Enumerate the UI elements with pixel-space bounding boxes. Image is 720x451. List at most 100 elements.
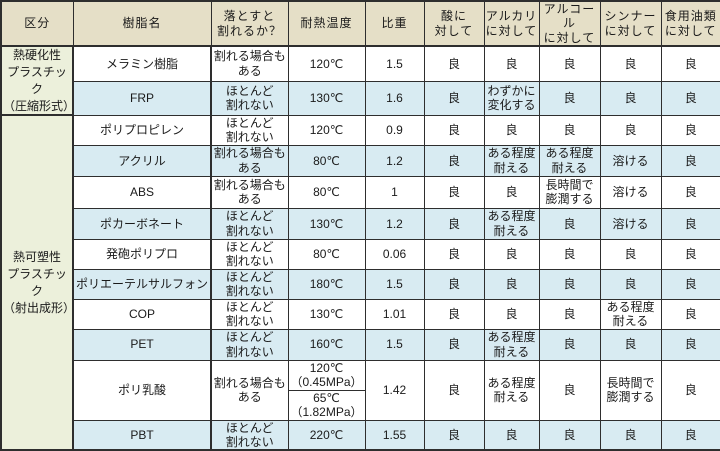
header-alkali: アルカリ に対して — [483, 0, 540, 48]
gravity-cell: 1.2 — [364, 144, 425, 177]
heat-cell: 130℃ — [287, 207, 366, 240]
gravity-cell: 1.2 — [364, 207, 425, 240]
alcohol-cell: 良 — [538, 207, 601, 240]
alcohol-cell: 良 — [538, 268, 601, 300]
heat-cell-high-load: 120℃ （0.45MPa） — [287, 359, 366, 391]
resin-name-cell: ポカーボネート — [72, 207, 212, 240]
gravity-cell: 1.5 — [364, 328, 425, 361]
resin-name-cell: アクリル — [72, 144, 212, 177]
header-category: 区分 — [0, 0, 74, 48]
acid-cell: 良 — [423, 144, 485, 177]
table-row: 65℃ （1.82MPa） — [1, 389, 720, 421]
gravity-cell: 1.6 — [364, 80, 425, 116]
resin-name-cell: PBT — [72, 419, 212, 451]
alkali-cell: 良 — [483, 238, 540, 270]
crack-cell: ほとんど 割れない — [210, 268, 289, 300]
gravity-cell: 1.5 — [364, 268, 425, 300]
oil-cell: 良 — [660, 144, 720, 177]
heat-cell: 80℃ — [287, 175, 366, 209]
acid-cell: 良 — [423, 238, 485, 270]
alkali-cell: ある程度 耐える — [483, 144, 540, 177]
alkali-cell: 良 — [483, 298, 540, 330]
alkali-cell: 良 — [483, 419, 540, 451]
thinner-cell: 良 — [599, 419, 662, 451]
gravity-cell: 1.5 — [364, 45, 425, 82]
acid-cell: 良 — [423, 80, 485, 116]
heat-cell: 80℃ — [287, 144, 366, 177]
alcohol-cell: ある程度 耐える — [538, 144, 601, 177]
oil-cell: 良 — [660, 207, 720, 240]
oil-cell: 良 — [660, 45, 720, 82]
table-row: ポリ乳酸 割れる場合も ある 120℃ （0.45MPa） 1.42 良 ある程… — [1, 359, 720, 421]
crack-cell: 割れる場合も ある — [210, 45, 289, 82]
alkali-cell: 良 — [483, 268, 540, 300]
crack-cell: 割れる場合も ある — [210, 144, 289, 177]
oil-cell: 良 — [660, 359, 720, 421]
thinner-cell: 良 — [599, 268, 662, 300]
oil-cell: 良 — [660, 114, 720, 146]
header-crack: 落とすと 割れるか？ — [210, 0, 289, 48]
acid-cell: 良 — [423, 328, 485, 361]
table-row: 発砲ポリプロ ほとんど 割れない 80℃ 0.06 良 良 良 良 良 — [1, 238, 720, 270]
table-row: FRP ほとんど 割れない 130℃ 1.6 良 わずかに 変化する 良 良 良 — [1, 80, 720, 116]
thinner-cell: 溶ける — [599, 207, 662, 240]
alkali-cell: 良 — [483, 45, 540, 82]
heat-cell: 160℃ — [287, 328, 366, 361]
thinner-cell: 溶ける — [599, 175, 662, 209]
table-row: 熱硬化性 プラスチック （圧縮形式） メラミン樹脂 割れる場合も ある 120℃… — [0, 45, 720, 117]
heat-cell: 130℃ — [287, 80, 366, 116]
resin-name-cell: 発砲ポリプロ — [72, 238, 212, 270]
heat-cell: 80℃ — [287, 238, 366, 270]
resin-name-cell: ポリプロピレン — [72, 114, 212, 146]
alcohol-cell: 良 — [538, 328, 601, 361]
heat-cell: 180℃ — [287, 268, 366, 300]
alcohol-cell: 良 — [538, 45, 601, 82]
heat-cell-low-load: 65℃ （1.82MPa） — [287, 389, 366, 421]
resin-name-cell: メラミン樹脂 — [72, 45, 212, 82]
gravity-cell: 0.06 — [364, 238, 425, 270]
table-row: アクリル 割れる場合も ある 80℃ 1.2 良 ある程度 耐える ある程度 耐… — [1, 144, 720, 177]
resin-name-cell: ポリエーテルサルフォン — [72, 268, 212, 300]
table-row: COP ほとんど 割れない 130℃ 1.01 良 良 良 ある程度 耐える 良 — [1, 298, 720, 330]
alcohol-cell: 良 — [538, 359, 601, 421]
alcohol-cell: 良 — [538, 238, 601, 270]
acid-cell: 良 — [423, 359, 485, 421]
oil-cell: 良 — [660, 298, 720, 330]
header-oil: 食用油類 に対して — [660, 0, 720, 48]
alcohol-cell: 良 — [538, 114, 601, 146]
oil-cell: 良 — [660, 238, 720, 270]
crack-cell: ほとんど 割れない — [210, 80, 289, 116]
header-acid: 酸に 対して — [423, 0, 485, 48]
acid-cell: 良 — [423, 45, 485, 82]
table-row: ABS 割れる場合も ある 80℃ 1 良 良 長時間で 膨潤する 溶ける 良 — [1, 175, 720, 209]
crack-cell: ほとんど 割れない — [210, 298, 289, 330]
resin-name-cell: ポリ乳酸 — [72, 359, 212, 421]
thinner-cell: 良 — [599, 328, 662, 361]
thinner-cell: 良 — [599, 114, 662, 146]
crack-cell: ほとんど 割れない — [210, 207, 289, 240]
category-thermoset-cell: 熱硬化性 プラスチック （圧縮形式） — [0, 45, 74, 117]
alcohol-cell: 良 — [538, 419, 601, 451]
gravity-cell: 1.42 — [364, 359, 425, 421]
thinner-cell: 良 — [599, 80, 662, 116]
gravity-cell: 1.01 — [364, 298, 425, 330]
resin-name-cell: COP — [72, 298, 212, 330]
header-row: 区分 樹脂名 落とすと 割れるか？ 耐熱温度 比重 酸に 対して アルカリ に対… — [0, 0, 720, 48]
header-heat-temp: 耐熱温度 — [287, 0, 366, 48]
table-row: PET ほとんど 割れない 160℃ 1.5 良 ある程度 耐える 良 良 良 — [1, 328, 720, 361]
alkali-cell: わずかに 変化する — [483, 80, 540, 116]
alcohol-cell: 良 — [538, 80, 601, 116]
header-thinner: シンナー に対して — [599, 0, 662, 48]
alkali-cell: ある程度 耐える — [483, 207, 540, 240]
thinner-cell: 長時間で 膨潤する — [599, 359, 662, 421]
acid-cell: 良 — [423, 175, 485, 209]
table-row: PBT ほとんど 割れない 220℃ 1.55 良 良 良 良 良 — [1, 419, 720, 451]
crack-cell: ほとんど 割れない — [210, 419, 289, 451]
crack-cell: ほとんど 割れない — [210, 114, 289, 146]
resin-name-cell: FRP — [72, 80, 212, 116]
header-resin-name: 樹脂名 — [72, 0, 212, 48]
acid-cell: 良 — [423, 298, 485, 330]
header-alcohol: アルコール に対して — [538, 0, 601, 48]
table-row: ポリエーテルサルフォン ほとんど 割れない 180℃ 1.5 良 良 良 良 良 — [1, 268, 720, 300]
